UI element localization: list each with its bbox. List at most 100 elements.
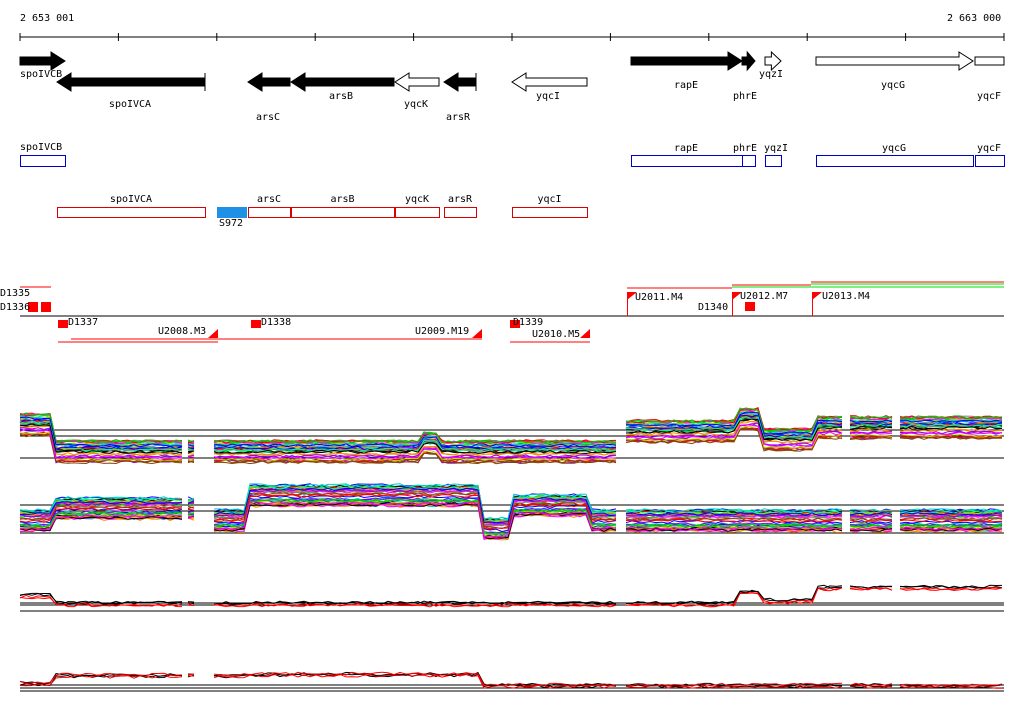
expression-line (899, 428, 1003, 433)
expression-line (187, 452, 195, 454)
feature-label[interactable]: U2011.M4 (635, 292, 684, 303)
red-box (512, 207, 588, 218)
expression-line (625, 525, 843, 530)
expression-line (213, 498, 617, 536)
blue-box-label[interactable]: yqcG (881, 143, 907, 154)
expression-line (213, 452, 617, 465)
blue-box-label[interactable]: yqcF (976, 143, 1002, 154)
expression-line (899, 523, 1003, 528)
gene-label[interactable]: arsR (445, 112, 471, 123)
feature-label[interactable]: U2010.M5 (532, 329, 581, 340)
feature-label[interactable]: U2013.M4 (822, 291, 871, 302)
expression-line (899, 430, 1003, 435)
gene-label[interactable]: arsC (255, 112, 281, 123)
red-box-label[interactable]: arsC (256, 194, 282, 205)
feature-label[interactable]: D1335 (0, 288, 31, 299)
expression-line (213, 501, 617, 539)
expression-line (19, 592, 183, 605)
gene-label[interactable]: spoIVCB (20, 69, 63, 80)
expression-line (213, 501, 617, 538)
blue-box (765, 155, 782, 167)
expression-line (849, 587, 893, 591)
expression-line (213, 445, 617, 456)
gene-label[interactable]: yqcK (403, 99, 429, 110)
blue-box (631, 155, 743, 167)
expression-line (625, 517, 843, 522)
expression-line (849, 437, 893, 441)
gene-arrow-arsB (290, 72, 395, 92)
gene-label[interactable]: yqcG (880, 80, 906, 91)
expression-line (19, 516, 183, 532)
expression-line (19, 412, 183, 443)
expression-line (19, 433, 183, 464)
expression-line (849, 682, 893, 686)
red-box (248, 207, 291, 218)
feature-label[interactable]: D1337 (68, 317, 99, 328)
feature-label[interactable]: D1336 (0, 302, 31, 313)
expression-line (19, 425, 183, 457)
expression-line (213, 671, 617, 687)
red-box-label[interactable]: spoIVCA (109, 194, 153, 205)
expression-line (187, 501, 195, 505)
expression-line (849, 585, 893, 589)
expression-line (625, 526, 843, 531)
site-label[interactable]: S972 (219, 218, 244, 229)
feature-label[interactable]: U2008.M3 (158, 326, 207, 337)
blue-box (975, 155, 1005, 167)
gene-label[interactable]: yqcI (535, 91, 561, 102)
expression-line (625, 682, 843, 687)
expression-line (19, 500, 183, 516)
feature-label[interactable]: D1339 (513, 317, 544, 328)
red-box (57, 207, 206, 218)
expression-line (625, 584, 843, 605)
blue-box-label[interactable]: phrE (732, 143, 758, 154)
ruler-start: 2 653 001 (20, 13, 75, 24)
expression-line (899, 512, 1003, 516)
expression-line (899, 431, 1003, 436)
red-box (395, 207, 440, 218)
feature-triangle (208, 329, 218, 338)
feature-marker (58, 320, 68, 328)
expression-line (19, 413, 183, 444)
gene-label[interactable]: yqzI (758, 69, 784, 80)
expression-line (849, 510, 893, 514)
expression-line (625, 510, 843, 515)
expression-line (187, 675, 195, 677)
gene-arrow-phrE (741, 50, 756, 72)
red-box-label[interactable]: arsR (447, 194, 473, 205)
expression-line (900, 419, 1003, 423)
expression-line (213, 448, 617, 459)
expression-line (849, 426, 893, 430)
feature-label[interactable]: U2009.M19 (415, 326, 470, 337)
red-box-label[interactable]: arsB (330, 194, 355, 205)
expression-line (849, 685, 893, 689)
expression-line (213, 449, 617, 462)
gene-label[interactable]: spoIVCA (108, 99, 152, 110)
gene-label[interactable]: yqcF (976, 91, 1002, 102)
expression-line (849, 419, 893, 423)
expression-line (213, 437, 617, 450)
blue-box-label[interactable]: rapE (673, 143, 699, 154)
expression-line (849, 512, 893, 516)
expression-line (213, 600, 617, 605)
blue-box-label[interactable]: spoIVCB (20, 142, 63, 153)
feature-triangle (472, 329, 482, 338)
expression-line (19, 596, 183, 608)
expression-line (187, 500, 195, 504)
red-box-label[interactable]: yqcK (404, 194, 430, 205)
feature-label[interactable]: D1340 (698, 302, 729, 313)
expression-line (625, 424, 843, 448)
feature-label[interactable]: U2012.M7 (740, 291, 789, 302)
gene-label[interactable]: phrE (732, 91, 758, 102)
red-box-label[interactable]: yqcI (537, 194, 562, 205)
gene-label[interactable]: arsB (328, 91, 354, 102)
site-box (217, 207, 247, 218)
expression-line (19, 513, 183, 529)
feature-marker (510, 320, 520, 328)
expression-line (213, 501, 617, 539)
blue-box-label[interactable]: yqzI (763, 143, 789, 154)
gene-label[interactable]: rapE (673, 80, 699, 91)
feature-label[interactable]: D1338 (261, 317, 292, 328)
feature-marker (745, 302, 755, 311)
expression-line (899, 433, 1003, 438)
